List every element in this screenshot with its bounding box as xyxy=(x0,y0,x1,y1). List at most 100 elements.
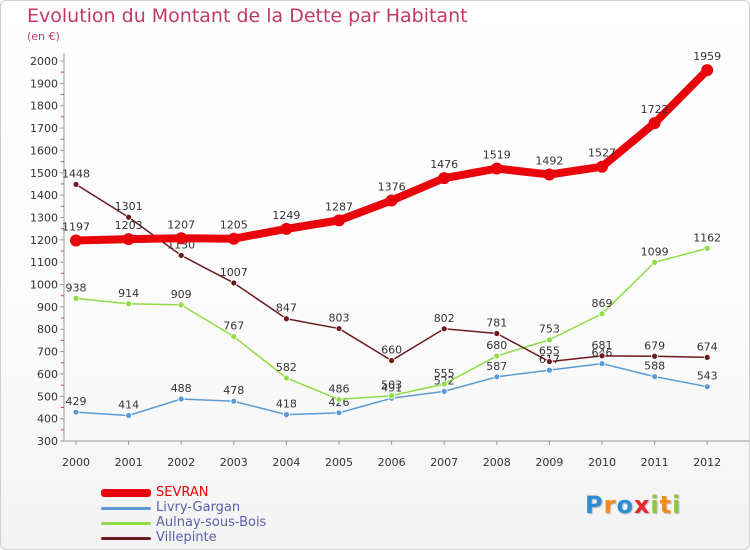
data-point-aulnay-sous-bois xyxy=(177,301,185,309)
data-point-aulnay-sous-bois xyxy=(388,392,396,400)
data-point-villepinte xyxy=(230,279,238,287)
y-tick-label: 500 xyxy=(37,390,58,403)
legend: SEVRAN Livry-Gargan Aulnay-sous-Bois Villep… xyxy=(101,485,341,545)
data-label-aulnay-sous-bois: 914 xyxy=(118,287,139,300)
data-label-villepinte: 1448 xyxy=(62,167,90,180)
y-tick-label: 1600 xyxy=(30,144,58,157)
y-tick-label: 1000 xyxy=(30,279,58,292)
data-point-villepinte xyxy=(177,252,185,259)
data-label-livry-gargan: 587 xyxy=(486,360,507,373)
legend-item-sevran: SEVRAN xyxy=(101,485,341,500)
data-label-aulnay-sous-bois: 1162 xyxy=(693,231,721,244)
data-label-sevran: 1207 xyxy=(167,218,195,231)
legend-item-villepinte: Villepinte xyxy=(101,530,341,545)
data-point-livry-gargan xyxy=(493,373,501,381)
data-point-aulnay-sous-bois xyxy=(546,336,553,344)
data-label-aulnay-sous-bois: 680 xyxy=(486,339,507,352)
data-point-sevran xyxy=(333,214,345,227)
logo-letter: t xyxy=(659,491,673,519)
data-label-aulnay-sous-bois: 503 xyxy=(381,379,402,392)
y-tick-label: 2000 xyxy=(30,55,58,68)
legend-label-livry-gargan: Livry-Gargan xyxy=(156,500,241,515)
data-point-villepinte xyxy=(72,180,80,188)
y-tick-label: 900 xyxy=(37,301,58,314)
legend-item-livry-gargan: Livry-Gargan xyxy=(101,500,341,515)
data-label-villepinte: 674 xyxy=(697,340,718,353)
data-label-livry-gargan: 478 xyxy=(223,384,244,397)
data-label-aulnay-sous-bois: 869 xyxy=(592,297,613,310)
y-tick-label: 1200 xyxy=(30,234,58,247)
data-label-villepinte: 781 xyxy=(486,316,507,329)
data-point-livry-gargan xyxy=(335,409,343,417)
logo-letter: P xyxy=(585,491,604,519)
series-line-villepinte xyxy=(75,183,708,363)
data-label-aulnay-sous-bois: 555 xyxy=(434,367,455,380)
chart-unit-label: (en €) xyxy=(27,30,60,43)
data-label-aulnay-sous-bois: 909 xyxy=(171,288,192,301)
data-point-sevran xyxy=(543,168,556,181)
x-tick-label: 2005 xyxy=(325,456,353,469)
y-tick-label: 1100 xyxy=(30,256,58,269)
data-point-aulnay-sous-bois xyxy=(598,310,606,318)
data-label-sevran: 1376 xyxy=(378,180,406,193)
data-label-sevran: 1205 xyxy=(220,219,248,232)
data-label-livry-gargan: 588 xyxy=(644,360,665,373)
data-point-villepinte xyxy=(335,325,343,332)
data-point-aulnay-sous-bois xyxy=(72,294,80,302)
x-tick-label: 2004 xyxy=(272,456,300,469)
data-label-sevran: 1959 xyxy=(693,50,721,63)
data-label-sevran: 1519 xyxy=(483,149,511,162)
data-label-villepinte: 1007 xyxy=(220,266,248,279)
data-point-sevran xyxy=(438,172,451,185)
data-label-aulnay-sous-bois: 582 xyxy=(276,361,297,374)
y-tick-label: 600 xyxy=(37,368,58,381)
x-tick-label: 2007 xyxy=(430,456,458,469)
data-label-aulnay-sous-bois: 767 xyxy=(223,320,244,333)
data-label-livry-gargan: 418 xyxy=(276,398,297,411)
data-point-villepinte xyxy=(651,352,658,360)
data-label-sevran: 1287 xyxy=(325,200,353,213)
data-label-sevran: 1492 xyxy=(535,155,563,168)
data-label-livry-gargan: 488 xyxy=(171,382,192,395)
data-point-livry-gargan xyxy=(125,412,132,419)
data-point-villepinte xyxy=(546,358,553,366)
data-label-sevran: 1197 xyxy=(62,220,90,233)
data-point-sevran xyxy=(227,232,240,245)
y-tick-label: 700 xyxy=(37,346,58,359)
data-point-livry-gargan xyxy=(230,397,238,405)
y-tick-label: 1700 xyxy=(30,122,58,135)
y-tick-label: 400 xyxy=(37,413,58,426)
data-point-villepinte xyxy=(493,330,501,337)
data-point-sevran xyxy=(385,194,398,207)
legend-label-aulnay-sous-bois: Aulnay-sous-Bois xyxy=(156,515,267,530)
data-point-aulnay-sous-bois xyxy=(282,374,290,382)
data-label-sevran: 1722 xyxy=(641,103,669,116)
data-label-villepinte: 660 xyxy=(381,344,402,357)
data-label-livry-gargan: 414 xyxy=(118,399,139,412)
data-point-sevran xyxy=(175,232,188,245)
data-point-villepinte xyxy=(703,353,711,361)
data-label-livry-gargan: 491 xyxy=(381,381,402,394)
data-label-aulnay-sous-bois: 938 xyxy=(66,281,87,294)
data-point-sevran xyxy=(280,222,293,235)
data-point-villepinte xyxy=(440,325,448,333)
data-point-livry-gargan xyxy=(651,373,658,381)
data-label-livry-gargan: 543 xyxy=(697,370,718,383)
legend-label-sevran: SEVRAN xyxy=(156,485,209,500)
data-point-livry-gargan xyxy=(598,360,606,368)
data-label-livry-gargan: 429 xyxy=(66,395,87,408)
x-tick-label: 2011 xyxy=(641,456,669,469)
data-point-livry-gargan xyxy=(72,408,80,416)
logo-letter: i xyxy=(672,491,682,519)
proxiti-logo: Proxiti xyxy=(585,491,681,519)
data-point-aulnay-sous-bois xyxy=(125,300,132,308)
data-point-livry-gargan xyxy=(703,383,711,391)
data-point-livry-gargan xyxy=(177,395,185,403)
y-tick-label: 1400 xyxy=(30,189,58,202)
x-tick-label: 2002 xyxy=(167,456,195,469)
data-point-villepinte xyxy=(125,213,132,221)
data-label-villepinte: 681 xyxy=(592,339,613,352)
x-tick-label: 2003 xyxy=(220,456,248,469)
data-label-aulnay-sous-bois: 1099 xyxy=(641,245,669,258)
data-point-livry-gargan xyxy=(546,366,553,374)
